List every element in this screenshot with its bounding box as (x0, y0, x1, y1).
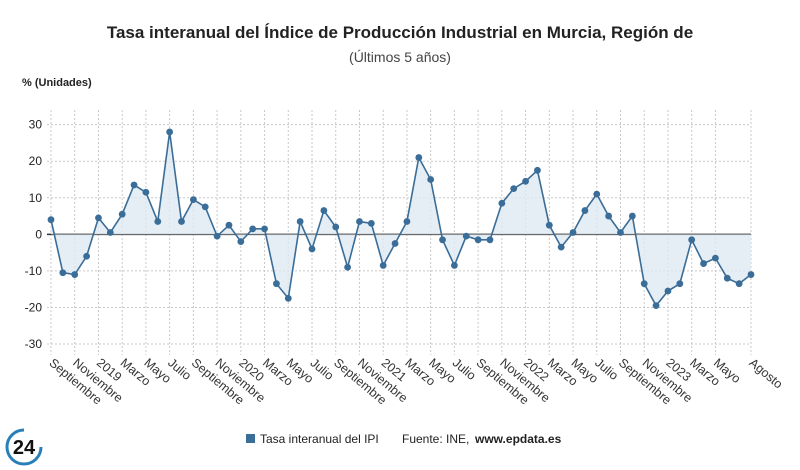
point (308, 245, 316, 253)
point (106, 229, 114, 236)
point (545, 221, 553, 229)
point (628, 212, 636, 220)
point (201, 203, 209, 211)
point (166, 128, 174, 136)
point (617, 229, 624, 236)
source-url: www.epdata.es (474, 432, 562, 446)
point (652, 302, 660, 310)
line (50, 131, 752, 308)
point (178, 218, 185, 225)
y-tick-label: 0 (35, 227, 42, 241)
legend-swatch (246, 434, 255, 443)
point (557, 243, 565, 251)
point (284, 294, 292, 302)
point (510, 185, 518, 193)
point (379, 262, 387, 269)
point (261, 225, 268, 233)
point (712, 254, 719, 262)
point (700, 260, 707, 267)
point (581, 207, 589, 214)
legend-label: Tasa interanual del IPI (260, 432, 379, 446)
x-tick-label: Agosto (747, 356, 786, 392)
y-tick-label: 20 (29, 154, 43, 168)
point (237, 238, 245, 246)
point (273, 280, 280, 288)
plot: -30-20-100102030SeptiembreNoviembre2019M… (25, 110, 786, 407)
point (47, 216, 55, 224)
point (142, 188, 150, 196)
point (320, 207, 328, 214)
point (474, 236, 482, 244)
point (688, 236, 696, 244)
chart-subtitle: (Últimos 5 años) (349, 49, 451, 65)
y-tick-label: 10 (29, 191, 43, 205)
point (498, 199, 506, 207)
logo-text: 24 (13, 437, 36, 459)
point (462, 232, 470, 240)
point (605, 212, 613, 220)
point (439, 236, 446, 244)
point (735, 280, 743, 288)
point (403, 218, 411, 225)
point (189, 196, 197, 203)
point (225, 221, 233, 229)
point (356, 218, 363, 225)
point (332, 223, 340, 231)
point (450, 262, 458, 269)
logo-ring (5, 428, 43, 466)
y-tick-label: -10 (25, 264, 43, 278)
source-label: Fuente: INE, (402, 432, 469, 446)
point (415, 154, 423, 161)
point (593, 190, 601, 198)
point (676, 280, 684, 288)
y-tick-label: -20 (25, 300, 43, 314)
point (367, 219, 375, 227)
point (391, 240, 399, 247)
area (51, 131, 751, 306)
y-tick-label: -30 (25, 337, 43, 351)
point (522, 177, 529, 185)
point (344, 263, 352, 271)
point (118, 210, 126, 218)
point (83, 252, 90, 260)
chart-title: Tasa interanual del Índice de Producción… (107, 23, 693, 42)
point (723, 274, 731, 282)
point (427, 176, 435, 183)
point (640, 280, 648, 288)
point (486, 236, 494, 244)
point (71, 271, 79, 278)
point (569, 229, 577, 236)
point (213, 232, 221, 240)
point (664, 287, 672, 295)
point (296, 218, 304, 225)
point (130, 181, 138, 189)
point (95, 214, 102, 222)
logo: 24 (5, 428, 43, 466)
point (534, 166, 541, 174)
point (59, 269, 67, 277)
y-tick-label: 30 (29, 118, 43, 132)
point (249, 225, 257, 233)
y-axis-label: % (Unidades) (22, 77, 92, 89)
point (747, 271, 755, 278)
point (154, 218, 162, 225)
